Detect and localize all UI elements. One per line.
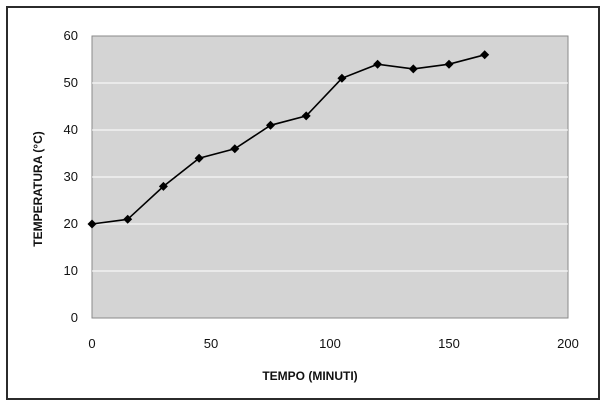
data-point — [480, 50, 490, 60]
series-group — [87, 50, 490, 229]
y-tick-label-30: 30 — [64, 169, 78, 184]
data-point — [337, 73, 347, 83]
x-tick-label-100: 100 — [319, 336, 341, 351]
data-point — [373, 59, 383, 69]
x-axis-ticks: 0 50 100 150 200 — [88, 336, 578, 351]
y-axis-label: TEMPERATURA (°C) — [31, 131, 45, 246]
data-point — [444, 59, 454, 69]
x-tick-label-150: 150 — [438, 336, 460, 351]
data-point — [408, 64, 418, 74]
data-point — [301, 111, 311, 121]
x-tick-label-200: 200 — [557, 336, 579, 351]
y-axis-ticks: 0 10 20 30 40 50 60 — [64, 28, 78, 325]
y-tick-label-50: 50 — [64, 75, 78, 90]
y-tick-label-10: 10 — [64, 263, 78, 278]
data-point — [158, 181, 168, 191]
y-tick-label-0: 0 — [71, 310, 78, 325]
data-point — [230, 144, 240, 154]
y-tick-label-40: 40 — [64, 122, 78, 137]
data-point — [123, 214, 133, 224]
data-point — [194, 153, 204, 163]
grid-lines — [92, 82, 568, 272]
x-axis-label: TEMPO (MINUTI) — [262, 369, 357, 383]
y-tick-label-60: 60 — [64, 28, 78, 43]
series-line-0 — [91, 54, 485, 225]
x-tick-label-50: 50 — [204, 336, 218, 351]
y-tick-label-20: 20 — [64, 216, 78, 231]
data-point — [266, 120, 275, 130]
x-tick-label-0: 0 — [88, 336, 95, 351]
data-point — [87, 219, 97, 229]
